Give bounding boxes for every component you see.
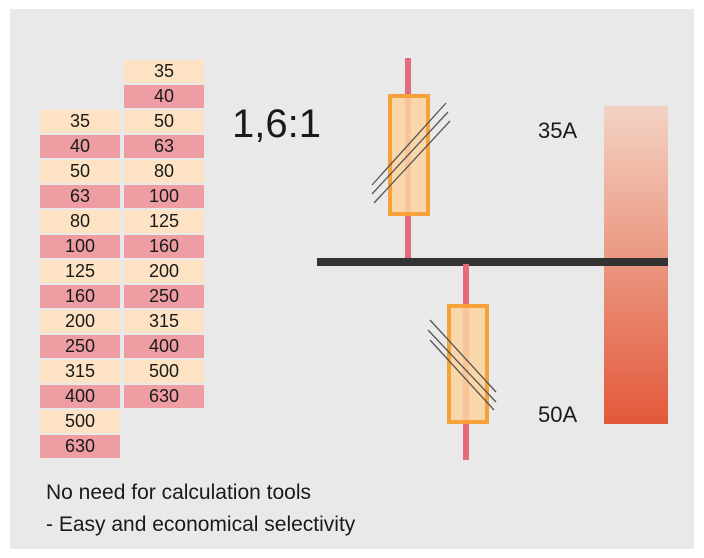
table-cell: 250 [124,285,204,308]
table-cell: 80 [124,160,204,183]
table-cell: 35 [124,60,204,83]
table-cell: 250 [40,335,120,358]
table-cell: 63 [124,135,204,158]
downstream-fuse [447,304,489,424]
table-cell: 315 [124,310,204,333]
table-cell: 400 [124,335,204,358]
table-cell: 100 [124,185,204,208]
upstream-rating-label: 35A [538,118,578,143]
table-cell: 50 [124,110,204,133]
selectivity-ratio-label: 1,6:1 [232,102,321,146]
table-cell: 630 [40,435,120,458]
upstream-fuse-hatch [371,102,451,204]
table-cell: 35 [40,110,120,133]
table-cell: 40 [124,85,204,108]
table-cell: 125 [124,210,204,233]
table-cell: 200 [40,310,120,333]
table-cell: 400 [40,385,120,408]
table-cell: 40 [40,135,120,158]
table-cell: 63 [40,185,120,208]
downstream-fuse-hatch [427,319,497,411]
table-cell: 315 [40,360,120,383]
table-cell: 500 [124,360,204,383]
table-cell: 630 [124,385,204,408]
caption-line-2: - Easy and economical selectivity [46,513,356,536]
busbar [317,258,668,266]
table-cell: 50 [40,160,120,183]
caption-line-1: No need for calculation tools [46,481,311,504]
table-cell: 125 [40,260,120,283]
table-cell: 160 [124,235,204,258]
downstream-rating-label: 50A [538,402,578,427]
table-cell: 160 [40,285,120,308]
table-cell: 80 [40,210,120,233]
table-cell: 500 [40,410,120,433]
table-cell: 100 [40,235,120,258]
table-cell: 200 [124,260,204,283]
